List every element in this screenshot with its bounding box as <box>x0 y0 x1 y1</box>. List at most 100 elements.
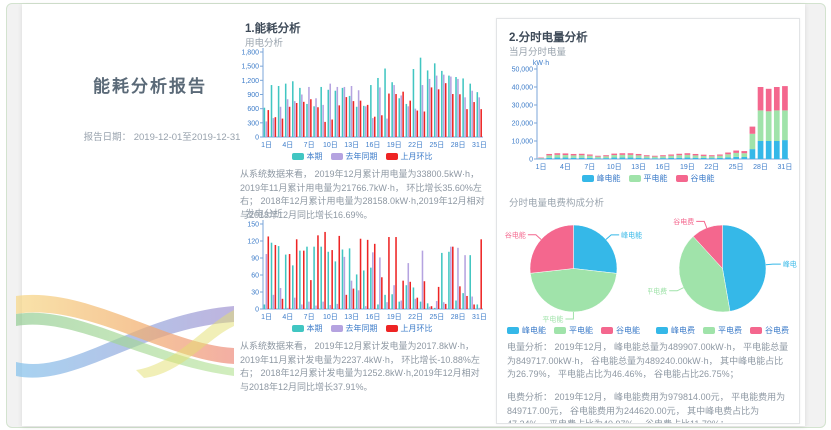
bar <box>355 106 358 137</box>
bar <box>459 286 461 309</box>
pie-slice-峰电能 <box>573 224 618 274</box>
legend-item-本期[interactable]: 本期 <box>291 323 323 334</box>
bar <box>407 263 410 309</box>
svg-text:150: 150 <box>247 222 259 229</box>
bar <box>265 121 268 137</box>
stacked-bar-segment <box>660 156 666 159</box>
bar <box>480 239 482 309</box>
bar <box>372 118 374 137</box>
legend-label: 平电费 <box>718 326 742 335</box>
stacked-bar-segment <box>603 155 609 157</box>
pie-slice-平电能 <box>529 268 618 313</box>
legend-swatch <box>385 325 398 332</box>
bar <box>317 107 319 137</box>
svg-text:300: 300 <box>247 120 259 127</box>
svg-text:50,000: 50,000 <box>512 67 534 74</box>
stacked-bar-segment <box>708 158 715 159</box>
power-usage-svg: 0 300 600 900 1,200 1,500 1,800 1日 4日 7日 10日 13日 16日… <box>241 48 487 149</box>
svg-text:16日: 16日 <box>656 163 671 171</box>
legend-item-上月环比[interactable]: 上月环比 <box>385 151 433 162</box>
bar <box>292 265 294 309</box>
bar <box>398 98 401 137</box>
legend-item-本期[interactable]: 本期 <box>291 151 323 162</box>
legend-label: 平电能 <box>643 174 668 183</box>
legend-swatch <box>703 327 715 334</box>
stacked-bar-segment <box>782 110 788 141</box>
stacked-bar-segment <box>570 157 577 159</box>
bar <box>448 75 450 137</box>
bar <box>419 301 422 309</box>
legend-swatch <box>628 175 641 182</box>
svg-text:1,800: 1,800 <box>241 50 259 57</box>
bar <box>313 246 315 309</box>
legend-swatch <box>385 153 398 160</box>
bar <box>393 285 395 309</box>
bar <box>334 261 337 309</box>
bar <box>444 83 447 137</box>
bar <box>370 267 372 309</box>
report-title: 能耗分析报告 <box>93 77 207 96</box>
chart-legend: 峰电能 平电能 谷电能 <box>499 324 648 337</box>
legend-item-上月环比[interactable]: 上月环比 <box>385 323 433 334</box>
bar <box>457 247 459 309</box>
svg-text:40,000: 40,000 <box>512 85 534 92</box>
bar <box>386 302 388 309</box>
bar <box>345 97 348 137</box>
legend-item-峰电费[interactable]: 峰电费 <box>656 325 695 336</box>
stacked-bar-segment <box>725 152 731 155</box>
bar <box>308 301 310 309</box>
legend-label: 去年同期 <box>345 152 378 161</box>
stacked-bar-segment <box>717 154 723 156</box>
bar <box>331 250 333 309</box>
legend-label: 谷电能 <box>690 174 715 183</box>
legend-item-平电费[interactable]: 平电费 <box>703 325 742 336</box>
power-generation-svg: 0 30 60 90 120 150 1日 4日 7日 10日 13日 16日 19日 22日 25日 28日… <box>247 220 487 321</box>
bar <box>293 101 296 137</box>
svg-text:28日: 28日 <box>451 313 466 321</box>
svg-text:90: 90 <box>251 256 259 263</box>
pie-slice-峰电费 <box>722 224 767 312</box>
tou-stacked-bar-chart: 0 10,000 20,000 30,000 40,000 50,000 kW·h 1日 4日 7… <box>503 57 793 185</box>
legend-swatch <box>507 327 519 334</box>
bar <box>306 103 308 137</box>
legend-item-峰电能[interactable]: 峰电能 <box>507 325 546 336</box>
legend-item-谷电能[interactable]: 谷电能 <box>675 173 715 184</box>
stacked-bar-segment <box>773 110 780 141</box>
bar <box>430 87 433 137</box>
stacked-bar-segment <box>757 87 764 111</box>
legend-item-去年同期[interactable]: 去年同期 <box>330 323 378 334</box>
pie-label-line <box>605 234 620 240</box>
tou-energy-analysis-text: 电量分析： 2019年12月， 峰电能总量为489907.00kW·h， 平电能… <box>507 342 789 379</box>
bar <box>450 246 452 309</box>
section2-heading: 2.分时电量分析 <box>509 32 588 44</box>
bar <box>284 254 287 309</box>
stacked-bar-segment <box>619 153 626 155</box>
legend-item-谷电费[interactable]: 谷电费 <box>750 325 789 336</box>
bar <box>327 89 330 137</box>
bar <box>423 281 426 309</box>
bar <box>355 274 358 309</box>
legend-label: 本期 <box>306 324 323 333</box>
legend-item-平电能[interactable]: 平电能 <box>554 325 593 336</box>
section-tou-analysis: 2.分时电量分析 当月分时电量 0 10,000 20,000 30,000 40,00… <box>496 18 800 424</box>
bar <box>391 294 393 309</box>
bar <box>286 307 289 309</box>
svg-text:28日: 28日 <box>451 141 466 149</box>
legend-swatch <box>581 175 594 182</box>
legend-item-峰电能[interactable]: 峰电能 <box>581 173 621 184</box>
stacked-bar-segment <box>684 153 691 155</box>
stacked-bar-segment <box>749 126 756 134</box>
bar <box>345 294 348 309</box>
legend-item-平电能[interactable]: 平电能 <box>628 173 668 184</box>
legend-item-去年同期[interactable]: 去年同期 <box>330 151 378 162</box>
svg-text:22日: 22日 <box>408 141 423 149</box>
svg-text:1日: 1日 <box>261 141 272 149</box>
legend-item-谷电能[interactable]: 谷电能 <box>601 325 640 336</box>
bar <box>320 246 322 309</box>
svg-text:1日: 1日 <box>536 163 547 171</box>
tou-cost-analysis-text: 电费分析： 2019年12月， 峰电能费用为979814.00元， 平电能费用为… <box>507 392 786 424</box>
legend-label: 峰电能 <box>522 326 546 335</box>
svg-text:600: 600 <box>247 106 259 113</box>
